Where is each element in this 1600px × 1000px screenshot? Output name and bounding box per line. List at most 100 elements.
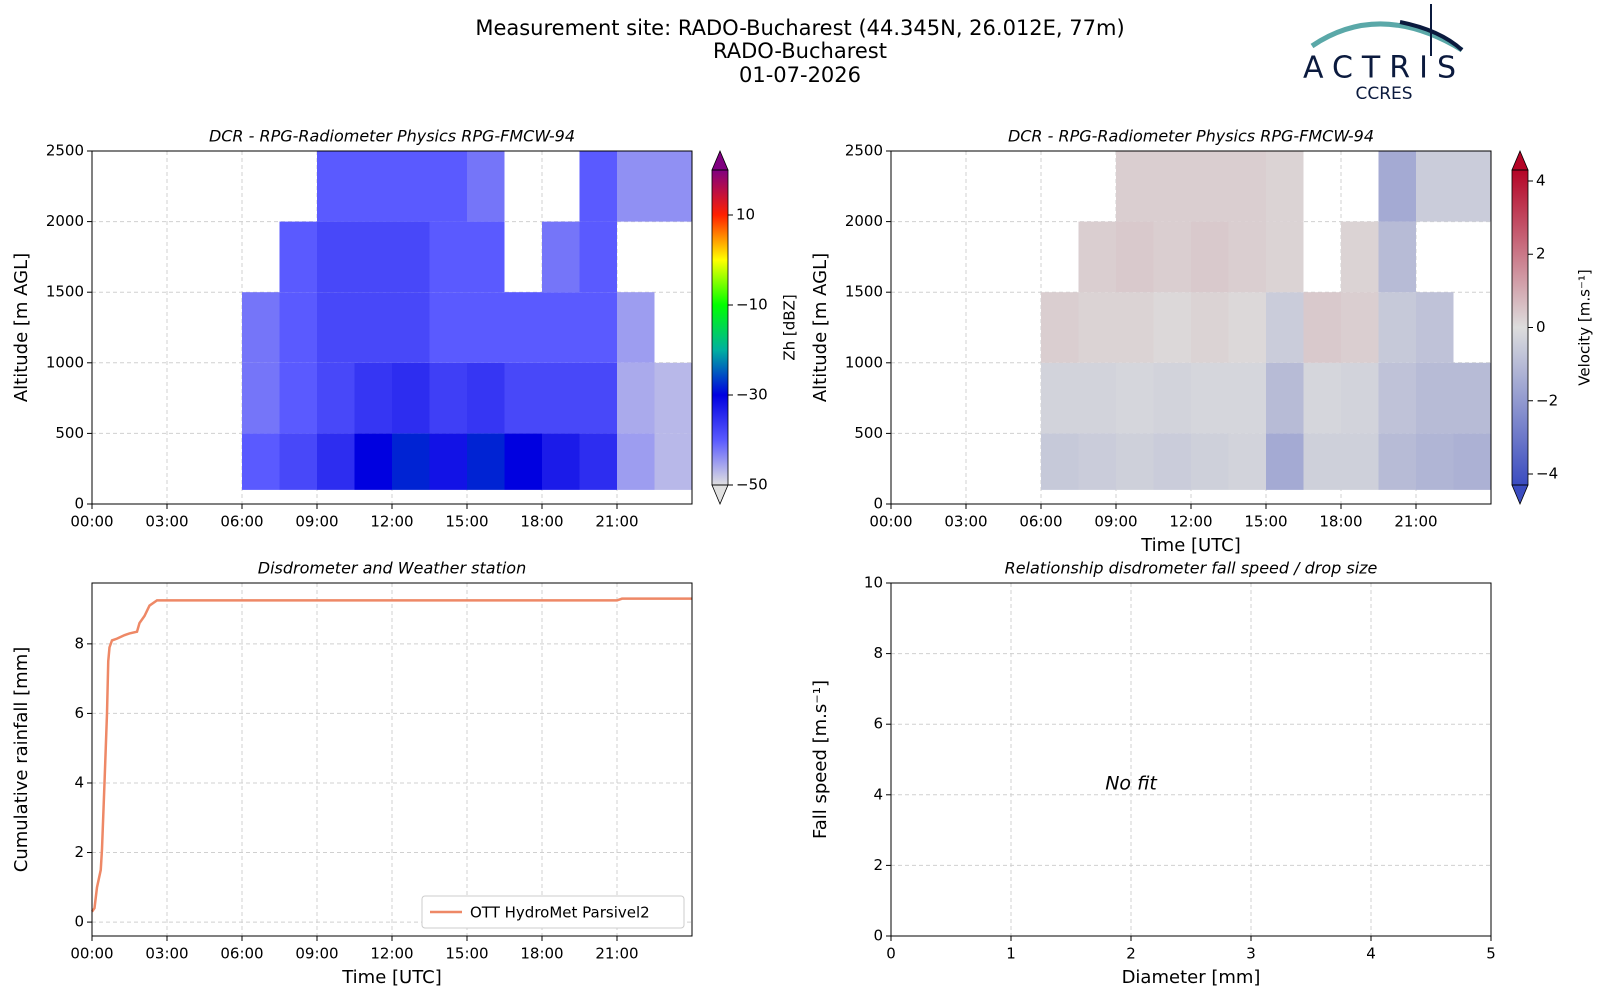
panel-title: DCR - RPG-Radiometer Physics RPG-FMCW-94: [1008, 127, 1374, 146]
x-tick-label: 21:00: [595, 513, 638, 531]
x-tick-label: 00:00: [70, 513, 113, 531]
heat-cell: [467, 292, 505, 363]
x-tick-label: 06:00: [220, 945, 263, 963]
heat-cell: [1303, 433, 1341, 490]
heat-cell: [354, 362, 392, 434]
heat-cell: [654, 151, 692, 222]
heat-cell: [504, 292, 542, 363]
y-tick-label: 500: [55, 424, 84, 442]
heat-cell: [392, 292, 430, 363]
panel: DCR - RPG-Radiometer Physics RPG-FMCW-94…: [810, 127, 1594, 557]
heat-cell: [1228, 292, 1266, 363]
y-tick-label: 0: [74, 913, 84, 931]
heat-cell: [279, 433, 317, 490]
y-tick-label: 10: [864, 574, 883, 592]
x-tick-label: 1: [1006, 945, 1016, 963]
heat-cell: [354, 292, 392, 363]
heat-cell: [317, 362, 355, 434]
axes-frame: [890, 582, 1492, 937]
colorbar-tick-label: −50: [736, 476, 768, 494]
heat-cell: [1078, 362, 1116, 434]
heat-cell: [429, 151, 467, 222]
logo-arc: [1310, 21, 1464, 53]
x-tick-label: 09:00: [295, 945, 338, 963]
heat-cell: [542, 362, 580, 434]
heat-cell: [579, 151, 617, 222]
y-tick-label: 8: [873, 644, 883, 662]
y-tick-label: 1500: [46, 283, 84, 301]
x-tick-label: 2: [1126, 945, 1136, 963]
x-tick-label: 18:00: [1319, 513, 1362, 531]
heat-cell: [617, 362, 655, 434]
colorbar-extend: [711, 149, 729, 171]
axes-frame: [890, 150, 1492, 505]
y-axis-label: Fall speed [m.s⁻¹]: [810, 680, 831, 839]
heat-cell: [242, 362, 280, 434]
colorbar-tick-label: 4: [1536, 171, 1546, 189]
x-tick-label: 12:00: [370, 945, 413, 963]
heat-cell: [1191, 362, 1229, 434]
heat-cell: [504, 362, 542, 434]
panel: Relationship disdrometer fall speed / dr…: [810, 559, 1496, 989]
heat-cell: [467, 221, 505, 293]
heat-cell: [1341, 362, 1379, 434]
y-tick-label: 6: [74, 704, 84, 722]
annotation: No fit: [1105, 773, 1158, 795]
colorbar-tick-label: −4: [1536, 465, 1558, 483]
logo-arc: [1399, 20, 1464, 52]
heat-cell: [279, 221, 317, 293]
x-tick-label: 5: [1486, 945, 1496, 963]
line: [90, 597, 692, 913]
heat-cell: [1341, 221, 1379, 293]
heat-cell: [579, 433, 617, 490]
panel-title: DCR - RPG-Radiometer Physics RPG-FMCW-94: [209, 127, 575, 146]
y-tick-label: 2: [74, 843, 84, 861]
colorbar-frame: [711, 169, 729, 486]
y-tick-label: 0: [873, 927, 883, 945]
panel: Disdrometer and Weather station 00:00 03:0…: [11, 559, 693, 988]
heat-cell: [1153, 362, 1191, 434]
heat-cell: [429, 433, 467, 490]
y-tick-label: 8: [74, 634, 84, 652]
heat-cell: [1378, 292, 1416, 363]
y-axis-label: Altitude [m AGL]: [810, 253, 831, 402]
heat-cell: [579, 292, 617, 363]
x-tick-label: 03:00: [145, 945, 188, 963]
heat-cell: [617, 151, 655, 222]
heat-cell: [279, 362, 317, 434]
x-tick-label: 09:00: [295, 513, 338, 531]
y-tick-label: 1500: [845, 283, 883, 301]
heat-cell: [1378, 433, 1416, 490]
y-tick-label: 500: [854, 424, 883, 442]
heat-cell: [1266, 221, 1304, 293]
heat-cell: [1303, 362, 1341, 434]
heat-cell: [1341, 292, 1379, 363]
y-tick-label: 2000: [46, 212, 84, 230]
x-axis-label: Time [UTC]: [341, 967, 442, 988]
heat-cell: [542, 433, 580, 490]
heat-cell: [617, 433, 655, 490]
heat-cell: [429, 292, 467, 363]
heat-cell: [392, 151, 430, 222]
y-tick-label: 4: [74, 773, 84, 791]
heat-cell: [542, 221, 580, 293]
heat-cell: [429, 362, 467, 434]
heat-cell: [1266, 151, 1304, 222]
heat-cell: [579, 221, 617, 293]
heat-cell: [354, 433, 392, 490]
x-tick-label: 03:00: [944, 513, 987, 531]
heat-cell: [1153, 151, 1191, 222]
heat-cell: [1453, 433, 1491, 490]
heat-cell: [392, 362, 430, 434]
heat-cell: [429, 221, 467, 293]
heat-cell: [467, 151, 505, 222]
x-tick-label: 3: [1246, 945, 1256, 963]
x-tick-label: 18:00: [520, 513, 563, 531]
axes-frame: [91, 150, 693, 505]
x-tick-label: 15:00: [445, 945, 488, 963]
figure-title: Measurement site: RADO-Bucharest (44.345…: [475, 16, 1124, 40]
x-tick-label: 0: [886, 945, 896, 963]
x-tick-label: 21:00: [1394, 513, 1437, 531]
logo: ACTRIS CCRES: [1303, 4, 1464, 104]
